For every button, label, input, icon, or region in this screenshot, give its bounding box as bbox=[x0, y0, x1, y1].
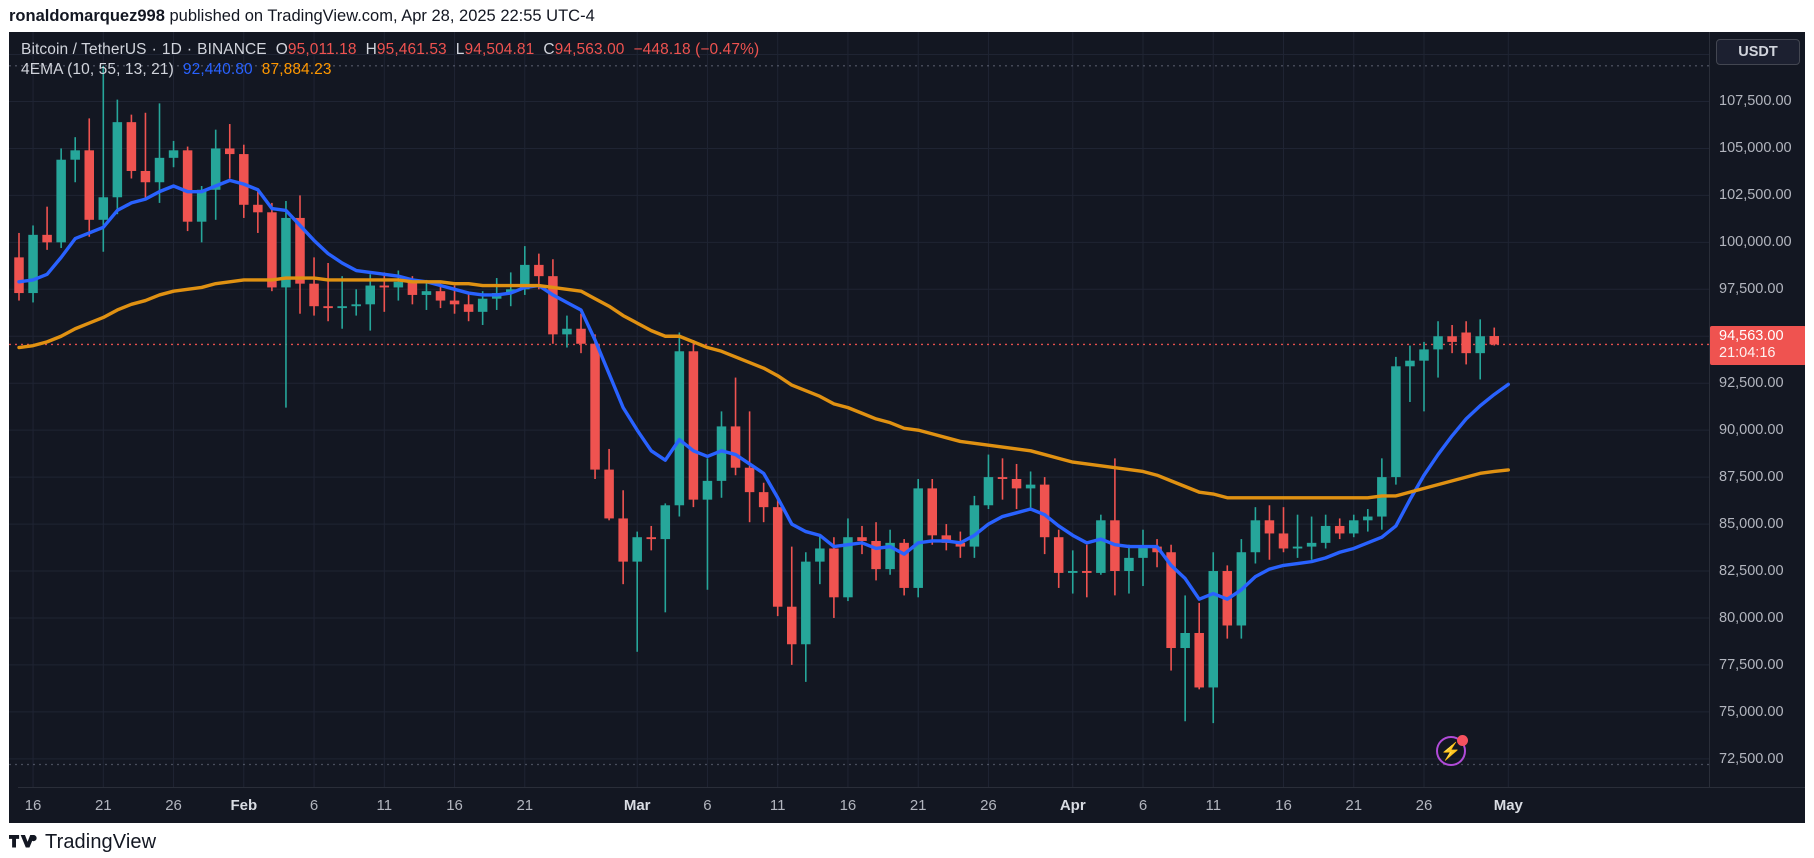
legend-high-value: 95,461.53 bbox=[376, 41, 447, 58]
time-axis-tick: 16 bbox=[1275, 797, 1292, 814]
time-axis-tick: 26 bbox=[980, 797, 997, 814]
time-axis-tick: Apr bbox=[1059, 797, 1086, 814]
publish-attribution-bar: ronaldomarquez998 published on TradingVi… bbox=[0, 0, 1814, 32]
time-axis-tick: 26 bbox=[1415, 797, 1433, 814]
time-axis-tick: 11 bbox=[1205, 797, 1222, 814]
time-axis-tick: Feb bbox=[230, 797, 258, 814]
legend-high-label: H bbox=[365, 41, 377, 58]
candlestick-series bbox=[14, 65, 1511, 724]
tradingview-wordmark: TradingView bbox=[45, 830, 157, 853]
time-axis-tick: 6 bbox=[703, 797, 712, 814]
time-axis-tick: 11 bbox=[769, 797, 786, 814]
time-axis-tick: 26 bbox=[165, 797, 182, 814]
price-axis-tick: 100,000.00 bbox=[1719, 234, 1792, 251]
price-axis-tick: 107,500.00 bbox=[1719, 93, 1792, 110]
chart-pane[interactable] bbox=[9, 32, 1709, 823]
legend-close-label: C bbox=[543, 41, 555, 58]
price-axis-tick: 85,000.00 bbox=[1719, 516, 1784, 533]
legend-symbol[interactable]: Bitcoin / TetherUS bbox=[21, 41, 147, 58]
time-axis-tick: 21 bbox=[909, 797, 927, 814]
legend-indicator-row[interactable]: 4EMA (10, 55, 13, 21) 92,440.80 87,884.23 bbox=[21, 60, 759, 80]
legend-change-value: −448.18 (−0.47%) bbox=[633, 41, 760, 58]
legend-close-value: 94,563.00 bbox=[554, 41, 625, 58]
price-axis-tick: 75,000.00 bbox=[1719, 703, 1784, 720]
lightning-bolt-glyph: ⚡ bbox=[1440, 741, 1462, 761]
time-axis-tick: 11 bbox=[376, 797, 393, 814]
price-axis-tick: 72,500.00 bbox=[1719, 750, 1784, 767]
chart-frame: Bitcoin / TetherUS · 1D · BINANCE O95,011.18 H… bbox=[9, 32, 1805, 823]
price-axis-tick: 87,500.00 bbox=[1719, 469, 1784, 486]
time-axis-tick: 21 bbox=[94, 797, 112, 814]
time-axis-tick: May bbox=[1493, 797, 1523, 814]
price-axis[interactable]: USDT 107,500.00 105,000.00 102,500.00 100,0… bbox=[1709, 32, 1805, 823]
legend-interval[interactable]: 1D bbox=[161, 41, 182, 58]
time-axis-tick: 21 bbox=[516, 797, 534, 814]
publish-meta-text: published on TradingView.com, Apr 28, 20… bbox=[164, 7, 595, 25]
legend-low-value: 94,504.81 bbox=[464, 41, 535, 58]
alert-notification-dot bbox=[1457, 735, 1468, 747]
price-axis-tick: 82,500.00 bbox=[1719, 563, 1784, 580]
price-axis-tick: 80,000.00 bbox=[1719, 609, 1784, 626]
chart-gridlines bbox=[9, 32, 1709, 787]
time-axis-tick: 6 bbox=[309, 797, 319, 814]
price-axis-tick: 102,500.00 bbox=[1719, 187, 1792, 204]
legend-indicator-value-2: 87,884.23 bbox=[261, 61, 332, 78]
price-axis-unit[interactable]: USDT bbox=[1716, 39, 1800, 65]
legend-open-label: O bbox=[275, 41, 288, 58]
time-axis[interactable] bbox=[18, 787, 1805, 823]
lightning-alert-icon[interactable]: ⚡ bbox=[1436, 735, 1468, 767]
price-axis-tick: 77,500.00 bbox=[1719, 656, 1784, 673]
legend-low-label: L bbox=[455, 41, 465, 58]
legend-sep-1: · bbox=[151, 41, 157, 58]
price-axis-tick: 97,500.00 bbox=[1719, 281, 1784, 298]
legend-exchange: BINANCE bbox=[197, 41, 267, 58]
legend-sep-2: · bbox=[186, 41, 193, 58]
legend-ohlc-row[interactable]: Bitcoin / TetherUS · 1D · BINANCE O95,011.18 H… bbox=[21, 40, 759, 60]
legend-open-value: 95,011.18 bbox=[287, 41, 357, 58]
current-price-tag[interactable]: 94,563.00 21:04:16 bbox=[1710, 326, 1805, 366]
chart-legend: Bitcoin / TetherUS · 1D · BINANCE O95,011.18 H… bbox=[21, 40, 759, 80]
price-axis-tick: 105,000.00 bbox=[1719, 140, 1792, 157]
publisher-username: ronaldomarquez998 bbox=[9, 7, 165, 25]
time-axis-tick: 16 bbox=[446, 797, 463, 814]
bar-countdown: 21:04:16 bbox=[1719, 345, 1776, 362]
time-axis-tick: Mar bbox=[623, 797, 651, 814]
legend-indicator-value-1: 92,440.80 bbox=[182, 61, 253, 78]
current-price-value: 94,563.00 bbox=[1719, 328, 1784, 345]
time-axis-tick: 16 bbox=[24, 797, 42, 814]
time-axis-tick: 21 bbox=[1345, 797, 1363, 814]
time-axis-tick: 16 bbox=[839, 797, 857, 814]
tradingview-logo-icon bbox=[9, 835, 37, 848]
time-axis-tick: 6 bbox=[1138, 797, 1148, 814]
price-axis-tick: 90,000.00 bbox=[1719, 422, 1784, 439]
tradingview-footer: TradingView bbox=[9, 826, 156, 858]
price-axis-tick: 92,500.00 bbox=[1719, 375, 1784, 392]
legend-indicator-name[interactable]: 4EMA (10, 55, 13, 21) bbox=[21, 61, 174, 78]
